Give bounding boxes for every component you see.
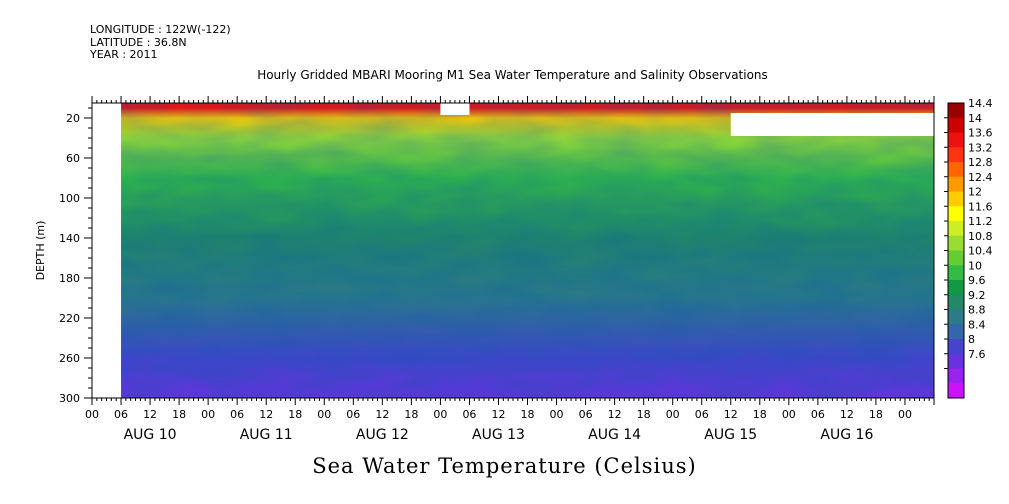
x-hour-label: 12 [259,408,273,421]
colorbar-label: 14 [968,112,982,125]
x-hour-label: 06 [579,408,593,421]
colorbar-label: 11.6 [968,200,993,213]
colorbar-label: 10.8 [968,230,993,243]
x-hour-label: 00 [85,408,99,421]
colorbar-swatch [948,324,964,340]
y-tick-label: 220 [59,312,80,325]
colorbar-label: 8 [968,333,975,346]
x-hour-label: 06 [114,408,128,421]
x-hour-label: 00 [550,408,564,421]
x-hour-label: 00 [898,408,912,421]
chart-title: Hourly Gridded MBARI Mooring M1 Sea Wate… [257,68,768,82]
colorbar-swatch [948,162,964,178]
colorbar-label: 13.6 [968,127,993,140]
colorbar-swatch [948,250,964,266]
x-hour-label: 18 [753,408,767,421]
colorbar-label: 14.4 [968,97,993,110]
missing-data-band [92,103,122,398]
y-tick-label: 180 [59,272,80,285]
x-hour-label: 18 [288,408,302,421]
colorbar-label: 10.4 [968,245,993,258]
colorbar-swatch [948,221,964,237]
x-day-label: AUG 13 [472,427,525,443]
colorbar-swatch [948,280,964,296]
colorbar-label: 9.6 [968,274,986,287]
metadata-block: LONGITUDE : 122W(-122) LATITUDE : 36.8N … [90,23,231,62]
colorbar-swatch [948,368,964,384]
x-hour-label: 00 [666,408,680,421]
colorbar-label: 10 [968,259,982,272]
colorbar-swatch [948,383,964,399]
x-hour-label: 12 [724,408,738,421]
colorbar-label: 8.4 [968,318,986,331]
x-hour-label: 00 [317,408,331,421]
x-hour-label: 06 [230,408,244,421]
x-day-label: AUG 15 [704,427,757,443]
y-tick-label: 260 [59,352,80,365]
y-axis-label: DEPTH (m) [34,221,47,281]
y-tick-label: 140 [59,232,80,245]
x-hour-label: 06 [811,408,825,421]
temperature-texture [92,103,934,398]
y-tick-label: 100 [59,192,80,205]
x-hour-label: 12 [143,408,157,421]
colorbar-swatch [948,294,964,310]
colorbar-swatch [948,176,964,192]
colorbar-swatch [948,206,964,222]
x-hour-label: 12 [375,408,389,421]
x-hour-label: 06 [462,408,476,421]
colorbar-swatch [948,117,964,133]
colorbar-swatch [948,191,964,207]
x-hour-label: 00 [433,408,447,421]
colorbar-label: 13.2 [968,141,993,154]
y-tick-label: 60 [66,152,80,165]
x-hour-label: 06 [695,408,709,421]
x-day-label: AUG 14 [588,427,641,443]
x-hour-label: 12 [608,408,622,421]
latitude-text: LATITUDE : 36.8N [90,35,187,49]
x-hour-label: 00 [201,408,215,421]
colorbar-swatch [948,309,964,325]
variable-label: Sea Water Temperature (Celsius) [312,454,697,478]
colorbar-swatch [948,339,964,355]
year-text: YEAR : 2011 [90,48,158,61]
colorbar-swatch [948,265,964,281]
colorbar-label: 8.8 [968,304,986,317]
colorbar-swatch [948,235,964,251]
x-day-label: AUG 10 [124,427,177,443]
colorbar-label: 12 [968,186,982,199]
x-day-label: AUG 12 [356,427,409,443]
colorbar-label: 12.8 [968,156,993,169]
x-hour-label: 18 [172,408,186,421]
x-hour-label: 00 [782,408,796,421]
colorbar-swatch [948,132,964,148]
colorbar-label: 7.6 [968,348,986,361]
x-day-label: AUG 11 [240,427,293,443]
x-hour-label: 18 [869,408,883,421]
x-hour-label: 18 [637,408,651,421]
missing-data-block [730,113,934,136]
colorbar-label: 11.2 [968,215,993,228]
colorbar-label: 12.4 [968,171,993,184]
colorbar-swatch [948,103,964,119]
x-hour-label: 18 [521,408,535,421]
y-tick-label: 20 [66,112,80,125]
x-hour-label: 12 [840,408,854,421]
colorbar-label: 9.2 [968,289,986,302]
x-hour-label: 18 [404,408,418,421]
y-tick-label: 300 [59,392,80,405]
x-hour-label: 12 [491,408,505,421]
x-hour-label: 06 [346,408,360,421]
missing-data-block [440,103,470,115]
colorbar-swatch [948,147,964,163]
x-day-label: AUG 16 [820,427,873,443]
longitude-text: LONGITUDE : 122W(-122) [90,23,231,36]
axes: 20 60 100 140 180 220 260 300 DEPTH (m) 00 06 12 18 0… [34,96,935,443]
colorbar-swatch [948,353,964,369]
plot-area [92,103,934,398]
